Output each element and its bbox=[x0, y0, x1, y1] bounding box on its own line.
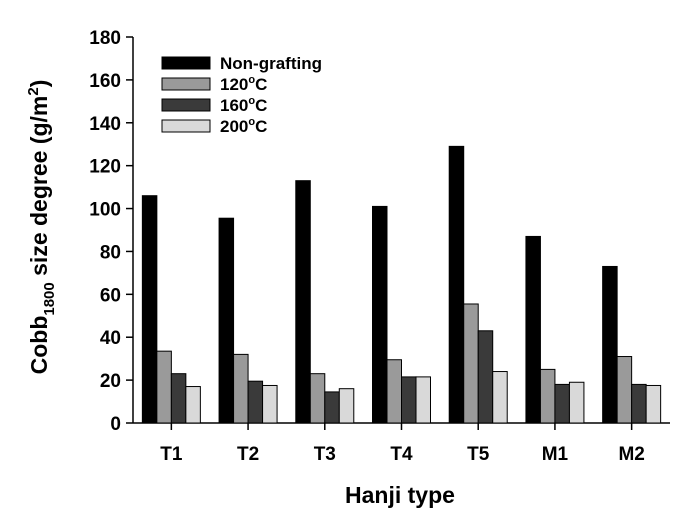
bar-m1-series-1 bbox=[539, 368, 556, 424]
bar-t4-series-2 bbox=[401, 376, 417, 424]
legend-swatch-3 bbox=[161, 119, 211, 133]
y-tick-label: 20 bbox=[100, 371, 121, 392]
x-axis-title: Hanji type bbox=[345, 482, 455, 508]
bar-t5-series-1 bbox=[463, 303, 479, 424]
y-axis-title-subscript: 1800 bbox=[41, 282, 58, 315]
x-tick-label: T5 bbox=[467, 444, 490, 465]
y-axis-title-main: Cobb bbox=[26, 316, 52, 375]
bar-t3-series-3 bbox=[338, 388, 355, 424]
y-tick-label: 160 bbox=[89, 71, 121, 92]
bar-t3-series-1 bbox=[309, 373, 326, 424]
bar-m2-series-3 bbox=[645, 384, 662, 424]
bar-t2-series-1 bbox=[233, 353, 249, 424]
y-tick-label: 120 bbox=[89, 157, 121, 178]
bar-m1-series-3 bbox=[568, 381, 585, 424]
x-axis-ticks: T1 T2 T3 T4 T5 M1 M2 bbox=[160, 423, 645, 465]
x-tick-label: M2 bbox=[618, 444, 644, 465]
legend-label-main: Non-grafting bbox=[220, 54, 322, 73]
legend-swatch-2 bbox=[161, 98, 211, 112]
legend-label-1: 120oC bbox=[220, 74, 267, 94]
legend-label-3: 200oC bbox=[220, 116, 267, 136]
bar-t1-series-3 bbox=[185, 386, 201, 424]
bar-t2-series-2 bbox=[247, 380, 264, 424]
y-axis-title-superscript: 2 bbox=[25, 87, 42, 95]
y-tick-label: 180 bbox=[89, 28, 121, 49]
y-tick-label: 60 bbox=[100, 285, 121, 306]
legend-label-2: 160oC bbox=[220, 95, 267, 115]
legend-label-end: C bbox=[255, 75, 267, 94]
bar-m2-series-2 bbox=[631, 383, 647, 424]
legend-label-superscript: o bbox=[248, 95, 255, 107]
legend-label-main: 160 bbox=[220, 96, 248, 115]
y-tick-label: 140 bbox=[89, 114, 121, 135]
bar-t2-series-3 bbox=[262, 384, 278, 424]
legend-label-end: C bbox=[255, 117, 267, 136]
bar-t4-series-0 bbox=[372, 205, 388, 424]
bar-t2-series-0 bbox=[218, 217, 235, 424]
bar-m1-series-0 bbox=[525, 235, 541, 424]
bar-t1-series-1 bbox=[156, 350, 172, 424]
legend-label-main: 120 bbox=[220, 75, 248, 94]
bar-t5-series-3 bbox=[492, 371, 508, 424]
bar-t1-series-0 bbox=[141, 195, 158, 424]
y-tick-label: 80 bbox=[100, 242, 121, 263]
x-tick-label: T3 bbox=[314, 444, 336, 465]
bar-m2-series-0 bbox=[602, 265, 618, 424]
y-axis-ticks: 0 20 40 60 80 100 120 140 160 180 bbox=[89, 28, 133, 435]
bar-t5-series-2 bbox=[477, 330, 494, 424]
x-tick-label: T1 bbox=[160, 444, 183, 465]
y-axis-title-rest: size degree (g/m bbox=[26, 96, 52, 283]
bar-m1-series-2 bbox=[554, 383, 570, 424]
legend-label-superscript: o bbox=[248, 74, 255, 86]
bar-m2-series-1 bbox=[616, 356, 633, 424]
legend-label-end: C bbox=[255, 96, 267, 115]
y-tick-label: 40 bbox=[100, 328, 121, 349]
legend-label-0: Non-grafting bbox=[220, 54, 322, 73]
bar-t5-series-0 bbox=[448, 145, 465, 424]
legend-swatch-1 bbox=[161, 77, 211, 91]
bar-t1-series-2 bbox=[170, 373, 187, 424]
x-tick-label: T4 bbox=[390, 444, 413, 465]
bar-t3-series-2 bbox=[324, 391, 340, 424]
bar-t4-series-1 bbox=[386, 359, 402, 424]
y-tick-label: 0 bbox=[110, 414, 121, 435]
y-axis-title: Cobb1800 size degree (g/m2) bbox=[25, 80, 58, 375]
x-tick-label: M1 bbox=[542, 444, 569, 465]
legend-label-main: 200 bbox=[220, 117, 248, 136]
y-axis-title-end: ) bbox=[26, 80, 52, 88]
x-tick-label: T2 bbox=[237, 444, 259, 465]
bar-t3-series-0 bbox=[295, 180, 311, 424]
y-tick-label: 100 bbox=[89, 200, 121, 221]
legend-swatch-0 bbox=[161, 56, 211, 70]
legend-label-superscript: o bbox=[248, 116, 255, 128]
bars bbox=[141, 145, 662, 424]
bar-t4-series-3 bbox=[415, 376, 431, 424]
